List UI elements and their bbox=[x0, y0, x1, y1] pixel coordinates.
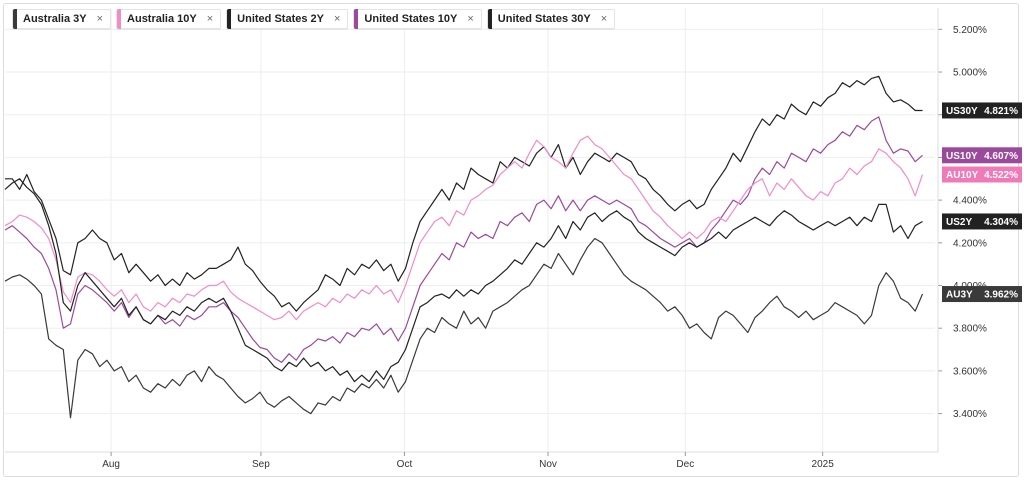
x-tick-label: Oct bbox=[397, 459, 413, 470]
series-lines bbox=[4, 75, 924, 419]
last-value-tag: AU10Y 4.522% bbox=[942, 166, 1022, 183]
tag-last-value: 3.962% bbox=[984, 290, 1018, 301]
legend-chip[interactable]: United States 2Y × bbox=[226, 9, 349, 29]
legend-chip[interactable]: United States 10Y × bbox=[353, 9, 482, 29]
y-tick-label: 5.000% bbox=[953, 68, 987, 79]
tag-series-code: AU3Y bbox=[946, 290, 973, 301]
last-value-tag: AU3Y 3.962% bbox=[942, 286, 1022, 303]
x-tick-label: Dec bbox=[676, 459, 694, 470]
close-icon[interactable]: × bbox=[600, 13, 608, 25]
tag-background bbox=[942, 147, 1022, 164]
y-tick-label: 3.400% bbox=[953, 409, 987, 420]
legend-swatch bbox=[227, 9, 232, 29]
chart-frame bbox=[3, 3, 1019, 477]
tag-series-code: US10Y bbox=[946, 151, 978, 162]
tag-series-code: AU10Y bbox=[946, 170, 979, 181]
last-value-tag: US30Y 4.821% bbox=[942, 102, 1022, 119]
x-tick-label: Nov bbox=[539, 459, 557, 470]
gridlines bbox=[5, 8, 935, 452]
close-icon[interactable]: × bbox=[96, 13, 104, 25]
legend-chip[interactable]: Australia 3Y × bbox=[12, 9, 112, 29]
y-tick-label: 4.200% bbox=[953, 238, 987, 249]
tag-series-code: US2Y bbox=[946, 217, 972, 228]
tag-series-code: US30Y bbox=[946, 106, 978, 117]
x-axis: Aug Sep Oct Nov Dec 2025 bbox=[5, 451, 938, 470]
last-value-tags: US30Y 4.821% US10Y 4.607% AU10Y 4.522% US2Y 4.3… bbox=[942, 102, 1022, 303]
y-axis: 5.200%5.000%4.800%4.600%4.400%4.200%4.00… bbox=[937, 8, 987, 452]
tag-last-value: 4.607% bbox=[984, 151, 1018, 162]
legend-swatch bbox=[354, 9, 359, 29]
x-tick-label: 2025 bbox=[812, 459, 835, 470]
series-line bbox=[4, 116, 923, 363]
x-tick-label: Aug bbox=[102, 459, 120, 470]
y-tick-label: 3.600% bbox=[953, 366, 987, 377]
legend-label: United States 2Y bbox=[237, 13, 324, 25]
tag-last-value: 4.522% bbox=[984, 170, 1018, 181]
legend-swatch bbox=[487, 9, 492, 29]
tag-background bbox=[942, 166, 1022, 183]
last-value-tag: US2Y 4.304% bbox=[942, 213, 1022, 230]
series-line bbox=[5, 75, 923, 312]
legend-chip[interactable]: United States 30Y × bbox=[486, 9, 616, 29]
series-line bbox=[4, 237, 924, 419]
y-tick-label: 4.400% bbox=[953, 196, 987, 207]
series-line bbox=[4, 135, 924, 321]
tag-background bbox=[942, 213, 1022, 230]
tag-last-value: 4.304% bbox=[984, 217, 1018, 228]
y-tick-label: 5.200% bbox=[953, 25, 987, 36]
close-icon[interactable]: × bbox=[206, 13, 214, 25]
x-tick-label: Sep bbox=[252, 459, 270, 470]
tag-background bbox=[942, 102, 1022, 119]
series-line bbox=[4, 178, 923, 383]
tag-background bbox=[942, 286, 1022, 303]
legend-swatch bbox=[13, 9, 17, 29]
legend-swatch bbox=[117, 9, 122, 29]
close-icon[interactable]: × bbox=[333, 13, 341, 25]
legend-chip[interactable]: Australia 10Y × bbox=[116, 9, 222, 29]
y-tick-label: 3.800% bbox=[953, 324, 987, 335]
legend-label: United States 10Y bbox=[364, 13, 458, 25]
tag-last-value: 4.821% bbox=[984, 106, 1018, 117]
legend-label: Australia 10Y bbox=[127, 13, 197, 25]
legend-label: Australia 3Y bbox=[23, 13, 87, 25]
close-icon[interactable]: × bbox=[467, 13, 474, 25]
legend-label: United States 30Y bbox=[497, 13, 591, 25]
last-value-tag: US10Y 4.607% bbox=[942, 147, 1022, 164]
legend: Australia 3Y × Australia 10Y × United States… bbox=[12, 9, 616, 29]
